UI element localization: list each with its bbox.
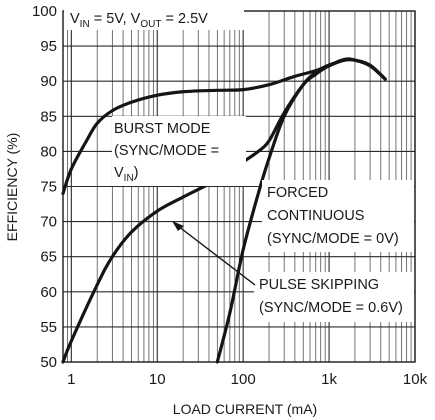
curves [61,57,387,364]
burst-label-line1: BURST MODE [114,121,211,137]
y-tick-label: 90 [40,73,57,90]
pulse-label-box [254,272,414,322]
pulse-label-line1: PULSE SKIPPING [259,277,379,293]
curve-forced-continuous [215,57,387,364]
burst-label-line2: (SYNC/MODE = [114,143,219,159]
y-tick-label: 65 [40,249,57,266]
y-tick-label: 70 [40,214,57,231]
x-tick-label: 1k [321,371,337,388]
x-tick-label: 100 [231,371,256,388]
y-tick-label: 60 [40,284,57,301]
forced-label-line1: FORCED [267,185,328,201]
y-tick-label: 50 [40,354,57,371]
forced-label-box [262,180,414,252]
x-axis-title: LOAD CURRENT (mA) [173,401,317,417]
x-tick-label: 10 [149,371,166,388]
x-tick-label: 1 [67,371,75,388]
x-tick-label: 10k [403,371,428,388]
y-axis-title: EFFICIENCY (%) [4,133,20,242]
y-tick-label: 75 [40,179,57,196]
conditions-label: VIN = 5V, VOUT = 2.5V [70,11,208,30]
forced-label-line2: CONTINUOUS [267,208,364,224]
pulse-label-line2: (SYNC/MODE = 0.6V) [259,300,403,316]
y-tick-label: 100 [32,3,57,20]
burst-label-box [112,116,246,186]
y-tick-label: 85 [40,108,57,125]
y-tick-label: 55 [40,319,57,336]
forced-label-line3: (SYNC/MODE = 0V) [267,231,399,247]
burst-label-line3: VIN) [114,165,139,184]
y-tick-label: 95 [40,38,57,55]
y-tick-label: 80 [40,143,57,160]
conditions-box [64,4,244,30]
pulse-arrow [172,221,256,286]
tick-labels: 50 55 60 65 70 75 80 85 90 95 100 1 10 100 1k 10k [32,3,428,388]
